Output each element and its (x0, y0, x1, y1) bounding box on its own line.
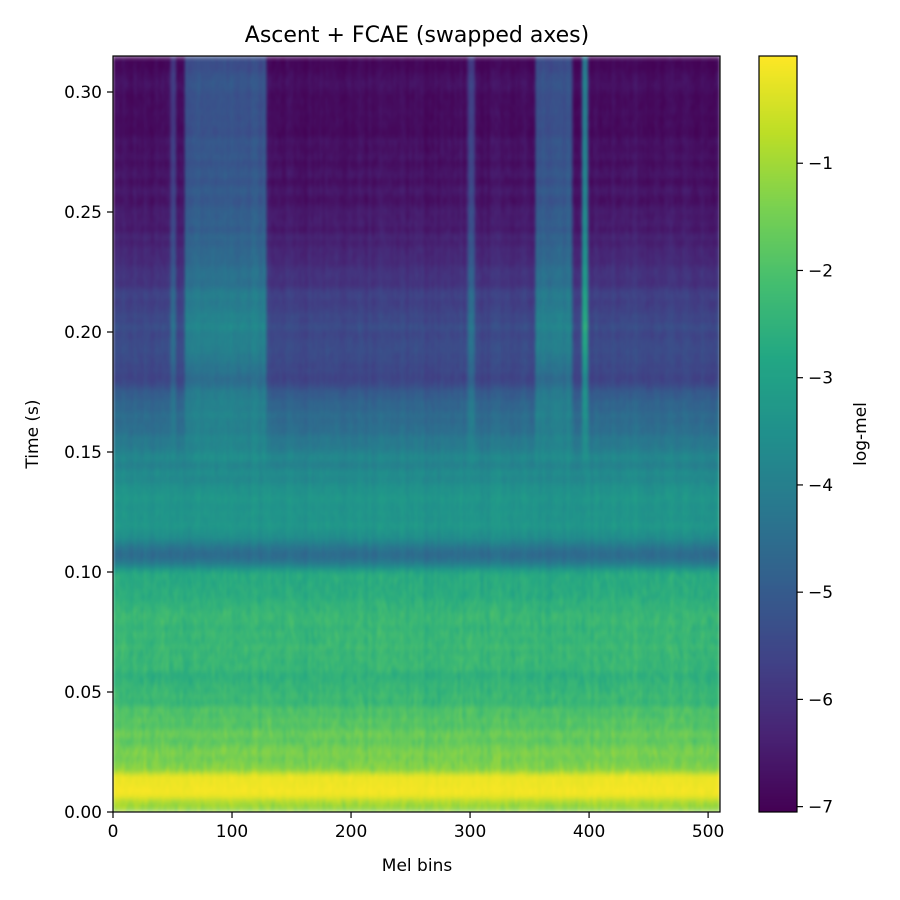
y-tick-label: 0.25 (64, 203, 102, 223)
heatmap-image (113, 56, 720, 812)
x-axis-label: Mel bins (382, 856, 453, 876)
colorbar-tick-label: −1 (808, 154, 833, 174)
x-tick-label: 500 (692, 822, 724, 842)
y-tick-label: 0.10 (64, 563, 102, 583)
y-tick-label: 0.00 (64, 803, 102, 823)
colorbar-tick-label: −5 (808, 583, 833, 603)
y-tick-label: 0.30 (64, 83, 102, 103)
plot-frame (112, 55, 721, 813)
colorbar-axis: −1 −2 −3 −4 −5 −6 −7 (797, 154, 833, 818)
x-tick-label: 100 (216, 822, 248, 842)
y-tick-label: 0.05 (64, 683, 102, 703)
colorbar-tick-label: −7 (808, 798, 833, 818)
colorbar-gradient (759, 56, 797, 812)
x-axis: 0 100 200 300 400 500 (108, 812, 724, 842)
colorbar-tick-label: −4 (808, 476, 833, 496)
colorbar-tick-label: −2 (808, 261, 833, 281)
colorbar-label: log-mel (851, 402, 871, 466)
colorbar-tick-label: −6 (808, 690, 833, 710)
x-tick-label: 300 (454, 822, 486, 842)
y-axis: 0.00 0.05 0.10 0.15 0.20 0.25 0.30 (64, 83, 113, 823)
chart-title: Ascent + FCAE (swapped axes) (245, 23, 589, 48)
x-tick-label: 400 (573, 822, 605, 842)
colorbar: −1 −2 −3 −4 −5 −6 −7 log-mel (758, 55, 871, 818)
heatmap-plot-area (112, 55, 721, 813)
colorbar-frame (758, 55, 798, 813)
colorbar-tick-label: −3 (808, 369, 833, 389)
y-axis-label: Time (s) (23, 399, 43, 469)
y-tick-label: 0.15 (64, 443, 102, 463)
x-tick-label: 200 (335, 822, 367, 842)
x-tick-label: 0 (108, 822, 119, 842)
y-tick-label: 0.20 (64, 323, 102, 343)
